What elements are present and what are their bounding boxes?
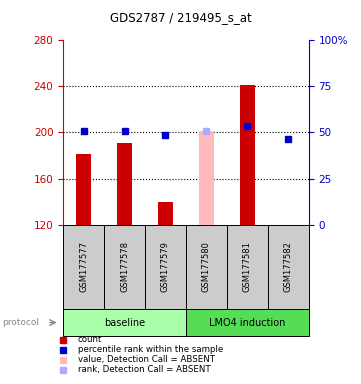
Text: value, Detection Call = ABSENT: value, Detection Call = ABSENT (78, 355, 215, 364)
Text: rank, Detection Call = ABSENT: rank, Detection Call = ABSENT (78, 365, 210, 374)
Text: LMO4 induction: LMO4 induction (209, 318, 286, 328)
Text: GSM177580: GSM177580 (202, 242, 211, 292)
Text: count: count (78, 335, 102, 344)
Bar (117, 143, 132, 225)
Text: GDS2787 / 219495_s_at: GDS2787 / 219495_s_at (110, 11, 251, 24)
Text: baseline: baseline (104, 318, 145, 328)
Text: GSM177581: GSM177581 (243, 242, 252, 292)
Text: GSM177579: GSM177579 (161, 242, 170, 292)
Text: GSM177582: GSM177582 (284, 242, 293, 292)
Bar (239, 85, 255, 225)
Bar (199, 131, 214, 225)
Text: protocol: protocol (2, 318, 39, 327)
Text: GSM177578: GSM177578 (120, 242, 129, 292)
Text: percentile rank within the sample: percentile rank within the sample (78, 345, 223, 354)
Text: GSM177577: GSM177577 (79, 242, 88, 292)
Bar (76, 154, 91, 225)
Bar (158, 202, 173, 225)
